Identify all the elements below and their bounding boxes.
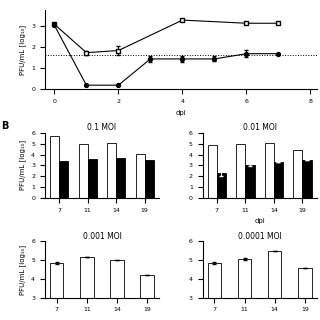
Bar [245, 165, 254, 198]
Bar [274, 162, 283, 198]
Bar [50, 263, 63, 320]
Bar [298, 268, 312, 320]
Y-axis label: PFU/mL [log₁₀]: PFU/mL [log₁₀] [19, 244, 26, 295]
Bar [107, 143, 116, 198]
Y-axis label: PFU/mL [log₁₀]: PFU/mL [log₁₀] [19, 24, 26, 75]
Bar [268, 251, 282, 320]
Bar [293, 150, 302, 198]
Bar [78, 144, 88, 198]
X-axis label: dpi: dpi [254, 218, 265, 224]
Y-axis label: PFU/mL [log₁₀]: PFU/mL [log₁₀] [19, 140, 26, 190]
Bar [110, 260, 124, 320]
Bar [59, 161, 68, 198]
X-axis label: dpi: dpi [175, 110, 186, 116]
Bar [302, 160, 312, 198]
Bar [238, 259, 251, 320]
Bar [88, 159, 97, 198]
Title: 0.1 MOI: 0.1 MOI [87, 123, 116, 132]
Title: 0.001 MOI: 0.001 MOI [83, 232, 121, 241]
Bar [80, 257, 94, 320]
Bar [116, 158, 125, 198]
Bar [136, 154, 145, 198]
Title: 0.01 MOI: 0.01 MOI [243, 123, 277, 132]
Text: B: B [1, 121, 9, 131]
Bar [208, 145, 217, 198]
Bar [50, 136, 59, 198]
Bar [145, 160, 154, 198]
Bar [208, 263, 221, 320]
Title: 0.0001 MOI: 0.0001 MOI [238, 232, 282, 241]
Bar [265, 143, 274, 198]
Bar [217, 173, 226, 198]
Bar [140, 275, 154, 320]
Bar [236, 144, 245, 198]
